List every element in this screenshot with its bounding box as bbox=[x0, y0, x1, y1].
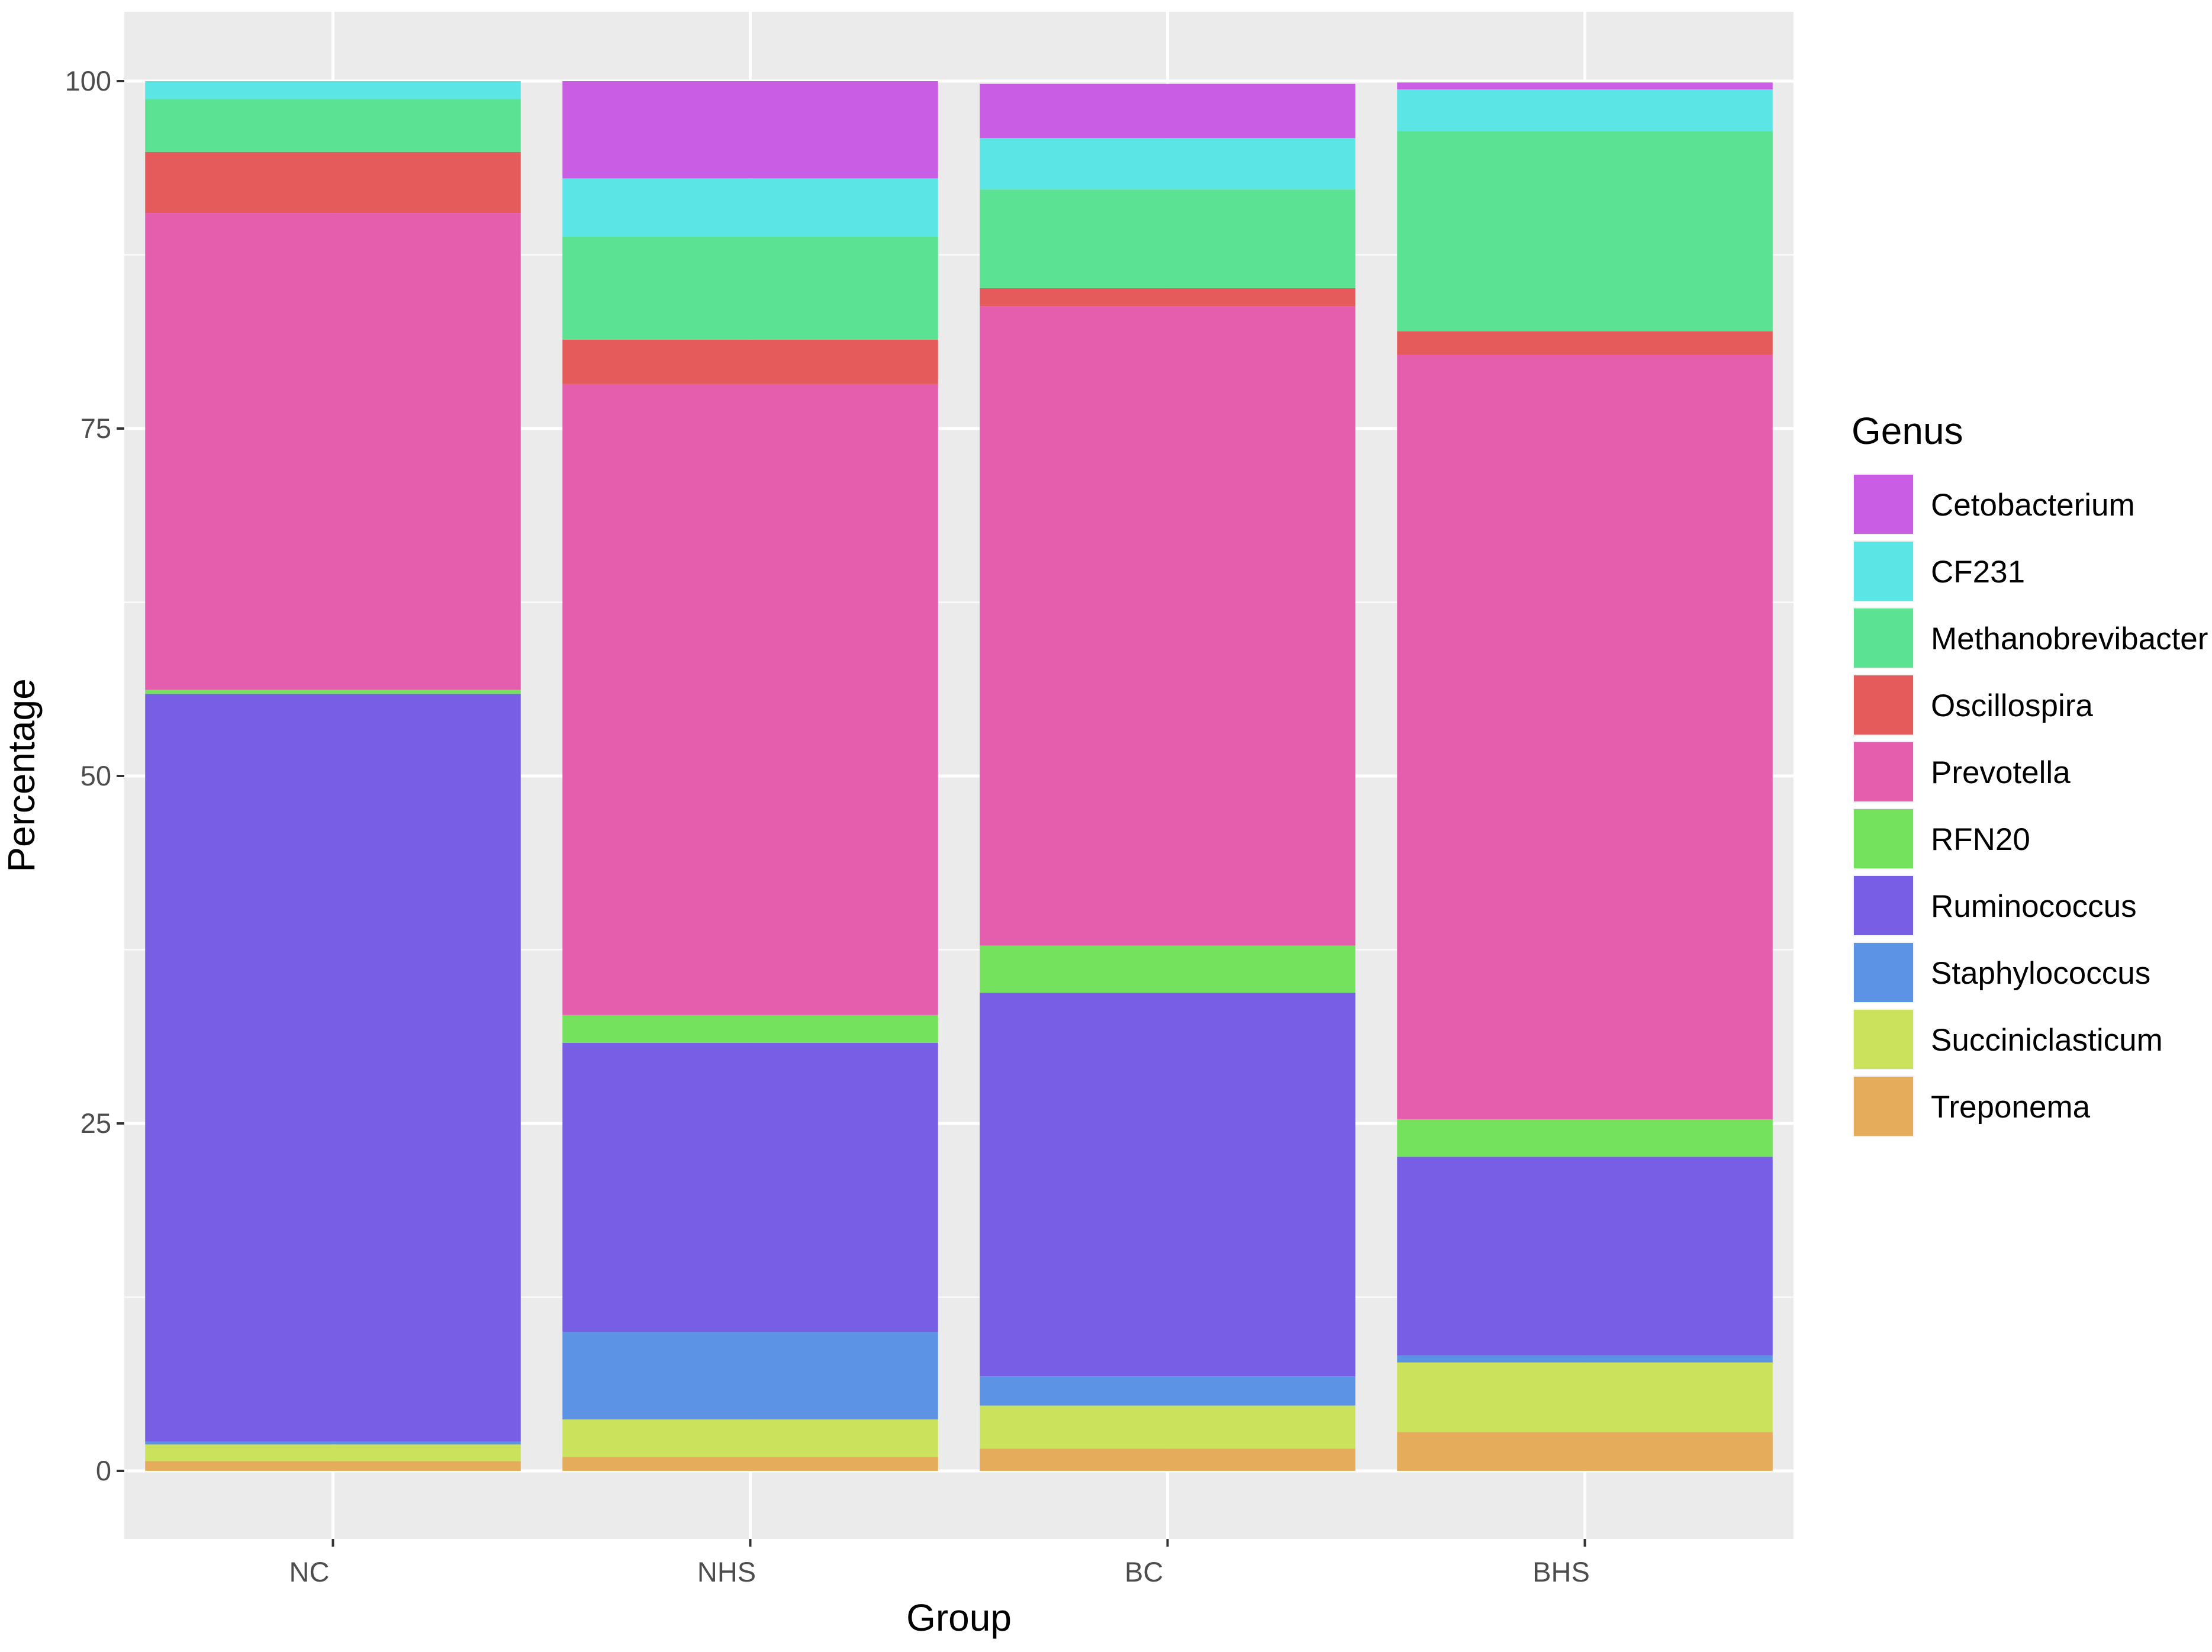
legend-label: Methanobrevibacter bbox=[1931, 621, 2208, 656]
bar-segment bbox=[145, 213, 521, 690]
legend-swatch bbox=[1854, 876, 1913, 935]
bar-segment bbox=[1397, 355, 1773, 1119]
legend-label: Cetobacterium bbox=[1931, 488, 2135, 523]
bar-segment bbox=[980, 189, 1355, 288]
legend-swatch bbox=[1854, 943, 1913, 1002]
legend-swatch bbox=[1854, 675, 1913, 735]
bar-segment bbox=[145, 1461, 521, 1471]
bar-segment bbox=[980, 1405, 1355, 1449]
bar-segment bbox=[562, 1015, 938, 1043]
x-tick-label: BC bbox=[1125, 1556, 1163, 1587]
bar-segment bbox=[1397, 131, 1773, 331]
bar-segment bbox=[145, 690, 521, 694]
y-tick-label: 100 bbox=[65, 65, 111, 96]
bar-segment bbox=[562, 1419, 938, 1457]
bar-segment bbox=[1397, 331, 1773, 355]
bar-segment bbox=[980, 1448, 1355, 1471]
bar-segment bbox=[980, 288, 1355, 307]
y-tick-label: 0 bbox=[96, 1455, 111, 1486]
bar-segment bbox=[562, 339, 938, 384]
bar-segment bbox=[562, 178, 938, 237]
legend-swatch bbox=[1854, 1010, 1913, 1069]
bars-layer bbox=[145, 81, 1773, 1471]
bar-segment bbox=[1397, 1119, 1773, 1157]
legend-swatch bbox=[1854, 809, 1913, 868]
bar-segment bbox=[562, 1332, 938, 1420]
bar-segment bbox=[980, 1376, 1355, 1406]
x-tick-label: NHS bbox=[697, 1556, 756, 1587]
bar-segment bbox=[1397, 89, 1773, 131]
bar-segment bbox=[980, 945, 1355, 993]
bar-segment bbox=[562, 1457, 938, 1471]
bar-segment bbox=[980, 993, 1355, 1377]
bar-segment bbox=[145, 152, 521, 214]
legend-swatch bbox=[1854, 742, 1913, 801]
legend-label: Oscillospira bbox=[1931, 688, 2093, 723]
bar-segment bbox=[1397, 82, 1773, 90]
bar-segment bbox=[1397, 1432, 1773, 1471]
x-tick-label: BHS bbox=[1532, 1556, 1590, 1587]
bar-segment bbox=[562, 236, 938, 340]
axes-layer: 0 25 50 75 100 NC NHS BC BHS bbox=[65, 65, 1590, 1587]
y-tick-label: 25 bbox=[81, 1107, 111, 1139]
bar-segment bbox=[1397, 1362, 1773, 1432]
legend-label: Staphylococcus bbox=[1931, 956, 2150, 991]
legend-label: Succiniclasticum bbox=[1931, 1023, 2163, 1058]
bar-segment bbox=[145, 99, 521, 152]
bar-segment bbox=[1397, 1157, 1773, 1356]
legend-swatch bbox=[1854, 542, 1913, 601]
x-axis-title: Group bbox=[906, 1596, 1012, 1639]
legend-label: CF231 bbox=[1931, 555, 2025, 590]
bar-segment bbox=[562, 384, 938, 1015]
legend-title: Genus bbox=[1852, 410, 1963, 452]
bar-segment bbox=[145, 1441, 521, 1445]
bar-segment bbox=[145, 81, 521, 99]
y-axis-title: Percentage bbox=[0, 678, 43, 872]
bar-segment bbox=[562, 81, 938, 179]
bar-segment bbox=[1397, 1355, 1773, 1363]
legend-swatch bbox=[1854, 608, 1913, 668]
legend-label: Treponema bbox=[1931, 1090, 2091, 1125]
legend-label: Ruminococcus bbox=[1931, 889, 2137, 924]
bar-segment bbox=[980, 138, 1355, 190]
legend: Genus Cetobacterium CF231 Methanobrevibact… bbox=[1852, 410, 2208, 1137]
bar-segment bbox=[980, 83, 1355, 139]
y-tick-label: 75 bbox=[81, 413, 111, 444]
y-tick-label: 50 bbox=[81, 760, 111, 791]
x-tick-label: NC bbox=[289, 1556, 330, 1587]
bar-segment bbox=[562, 1042, 938, 1332]
legend-swatch bbox=[1854, 1077, 1913, 1136]
legend-label: RFN20 bbox=[1931, 822, 2030, 857]
bar-segment bbox=[980, 306, 1355, 946]
legend-label: Prevotella bbox=[1931, 755, 2071, 790]
legend-swatch bbox=[1854, 475, 1913, 534]
bar-segment bbox=[145, 694, 521, 1442]
bar-segment bbox=[145, 1444, 521, 1461]
